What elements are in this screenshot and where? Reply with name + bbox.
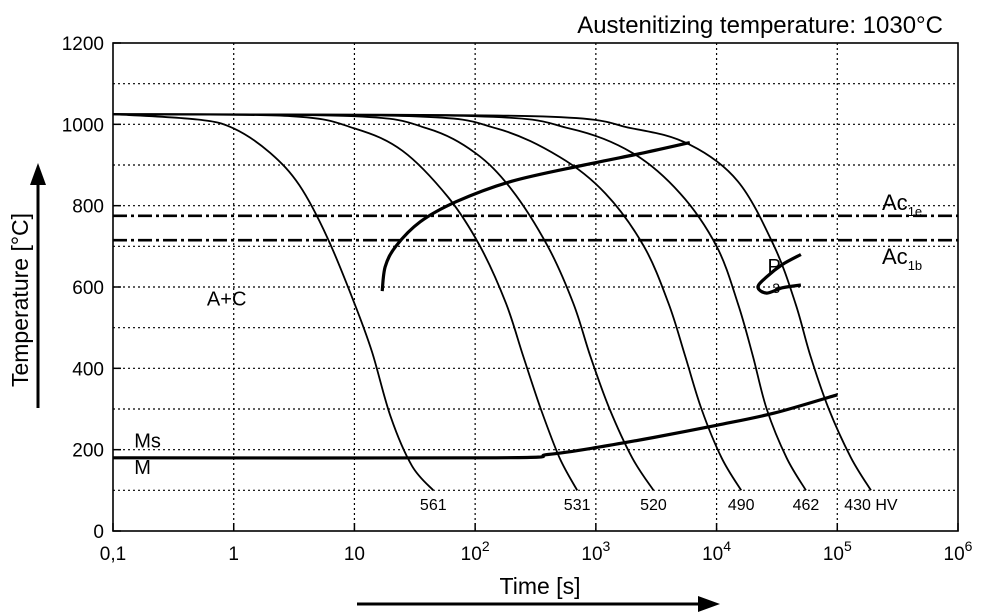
hardness-label: 531	[564, 497, 591, 514]
x-tick-label: 0,1	[100, 544, 126, 565]
y-axis-label: Temperature [°C]	[7, 213, 33, 387]
ac-label-1e: Ac1e	[882, 190, 922, 219]
phase-field-label: P	[767, 256, 780, 278]
hardness-label: 561	[420, 497, 447, 514]
ac-lines	[113, 214, 958, 242]
cooling-curve	[112, 113, 655, 491]
y-tick-label: 200	[72, 441, 104, 462]
region-label: Ms	[134, 431, 161, 453]
ms-curve	[112, 393, 838, 460]
cooling-curves	[112, 113, 872, 491]
y-tick-label: 800	[72, 197, 104, 218]
x-tick-label: 10	[344, 544, 365, 565]
x-tick-label: 104	[702, 538, 731, 565]
cooling-curve	[112, 113, 872, 491]
hardness-label: 430 HV	[844, 497, 898, 514]
ac-label-1b: Ac1b	[882, 244, 922, 273]
hardness-label: 462	[793, 497, 820, 514]
region-label: M	[134, 457, 151, 479]
region-label: A+C	[207, 288, 246, 310]
y-tick-label: 1000	[62, 115, 104, 136]
phase-field-percent: 3	[772, 280, 780, 296]
pearlite-curve	[756, 253, 802, 295]
cooling-curve	[112, 113, 578, 491]
x-axis-label: Time [s]	[500, 573, 581, 599]
grid	[113, 43, 958, 531]
hardness-label: 490	[728, 497, 755, 514]
y-tick-label: 1200	[62, 34, 104, 55]
x-tick-label: 106	[944, 538, 973, 565]
y-tick-label: 400	[72, 359, 104, 380]
cooling-curve	[112, 113, 742, 491]
cooling-curve	[112, 113, 434, 491]
hardness-label: 520	[640, 497, 667, 514]
y-axis-arrow	[30, 163, 46, 408]
y-tick-label: 600	[72, 278, 104, 299]
x-axis-arrow	[357, 596, 720, 612]
chart-title: Austenitizing temperature: 1030°C	[577, 12, 943, 39]
x-tick-label: 105	[823, 538, 852, 565]
labels: 0,1 1 10 102 103 104 105 106 0 200 400 600 800 1000 12…	[62, 34, 973, 565]
x-tick-label: 103	[581, 538, 610, 565]
y-tick-label: 0	[93, 522, 104, 543]
start-curve	[380, 141, 691, 292]
x-tick-label: 102	[461, 538, 490, 565]
transformation-curves	[112, 141, 838, 460]
x-tick-label: 1	[228, 544, 239, 565]
axis-ticks	[112, 42, 959, 532]
